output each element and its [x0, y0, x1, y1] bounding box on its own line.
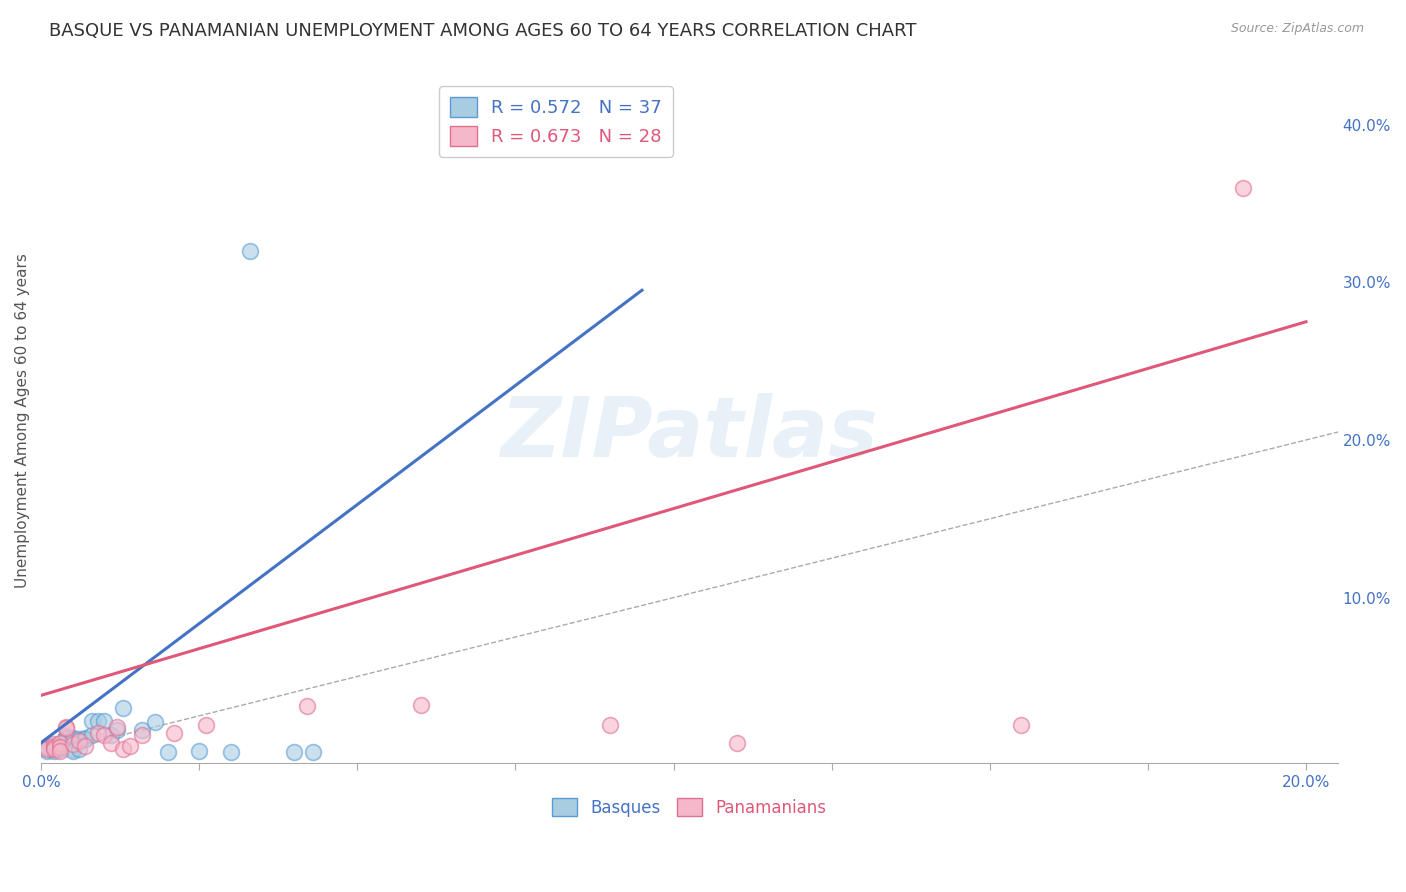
Point	[105, 723, 128, 737]
Point	[118, 739, 141, 753]
Point	[42, 739, 65, 753]
Point	[49, 736, 72, 750]
Point	[302, 745, 325, 759]
Point	[37, 743, 59, 757]
Point	[49, 740, 72, 755]
Point	[93, 728, 115, 742]
Point	[75, 732, 97, 747]
Point	[599, 718, 621, 732]
Point	[37, 740, 59, 755]
Point	[163, 726, 186, 740]
Point	[295, 699, 318, 714]
Point	[49, 740, 72, 755]
Point	[62, 731, 84, 745]
Point	[42, 742, 65, 756]
Point	[239, 244, 262, 258]
Point	[112, 742, 135, 756]
Point	[42, 740, 65, 755]
Point	[67, 732, 90, 747]
Point	[105, 720, 128, 734]
Point	[93, 714, 115, 728]
Point	[75, 731, 97, 745]
Point	[49, 743, 72, 757]
Point	[112, 701, 135, 715]
Point	[188, 743, 211, 757]
Legend: Basques, Panamanians: Basques, Panamanians	[546, 791, 834, 823]
Point	[67, 742, 90, 756]
Point	[49, 737, 72, 751]
Point	[42, 737, 65, 751]
Point	[37, 740, 59, 755]
Point	[42, 740, 65, 755]
Point	[62, 737, 84, 751]
Point	[37, 742, 59, 756]
Point	[87, 714, 110, 728]
Point	[49, 739, 72, 753]
Point	[55, 729, 77, 743]
Point	[55, 731, 77, 745]
Point	[75, 739, 97, 753]
Point	[87, 726, 110, 740]
Point	[37, 742, 59, 756]
Point	[100, 736, 122, 750]
Point	[409, 698, 432, 712]
Point	[131, 728, 153, 742]
Point	[131, 723, 153, 737]
Text: BASQUE VS PANAMANIAN UNEMPLOYMENT AMONG AGES 60 TO 64 YEARS CORRELATION CHART: BASQUE VS PANAMANIAN UNEMPLOYMENT AMONG …	[49, 22, 917, 40]
Point	[1232, 181, 1254, 195]
Point	[62, 742, 84, 756]
Point	[80, 728, 103, 742]
Text: Source: ZipAtlas.com: Source: ZipAtlas.com	[1230, 22, 1364, 36]
Point	[49, 742, 72, 756]
Point	[219, 745, 242, 759]
Point	[55, 720, 77, 734]
Point	[42, 743, 65, 757]
Point	[62, 743, 84, 757]
Point	[143, 715, 166, 730]
Point	[80, 714, 103, 728]
Point	[1010, 718, 1032, 732]
Point	[55, 732, 77, 747]
Y-axis label: Unemployment Among Ages 60 to 64 years: Unemployment Among Ages 60 to 64 years	[15, 252, 30, 588]
Point	[67, 734, 90, 748]
Point	[283, 745, 305, 759]
Text: ZIPatlas: ZIPatlas	[501, 393, 879, 475]
Point	[55, 722, 77, 736]
Point	[194, 718, 217, 732]
Point	[100, 728, 122, 742]
Point	[725, 736, 748, 750]
Point	[42, 742, 65, 756]
Point	[156, 745, 179, 759]
Point	[62, 732, 84, 747]
